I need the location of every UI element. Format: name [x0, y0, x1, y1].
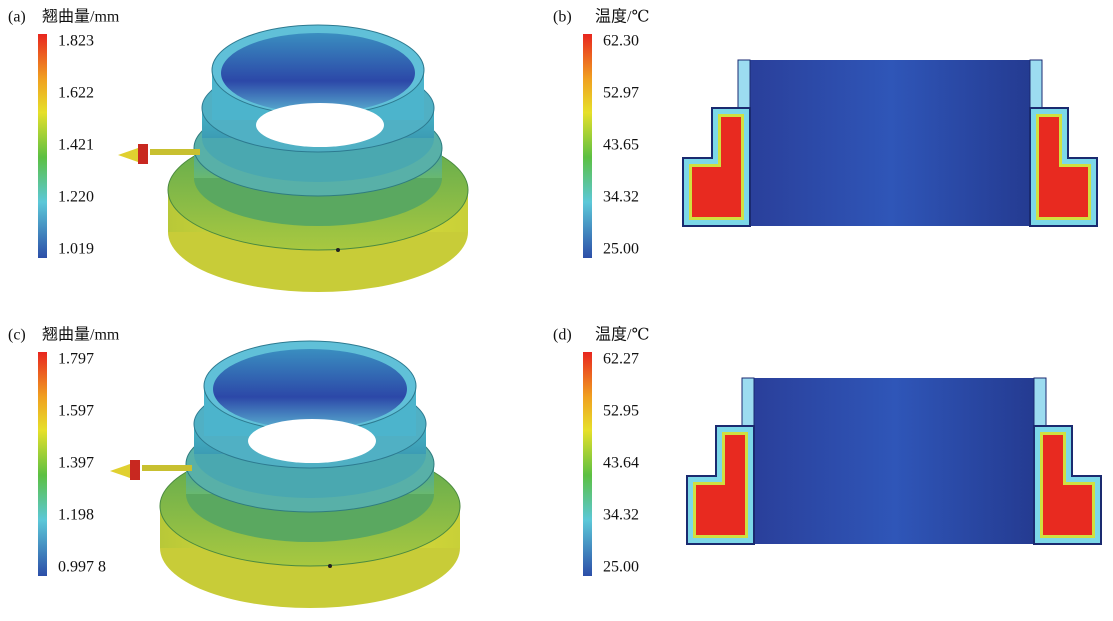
scale-label: 43.64 [603, 455, 639, 472]
warp-model [110, 341, 460, 608]
panel-label: (d) [553, 327, 572, 344]
scale-label: 62.30 [603, 33, 639, 50]
scale-label: 52.97 [603, 85, 639, 102]
color-bar [583, 352, 592, 576]
warp-model [118, 25, 468, 292]
scale-label: 25.00 [603, 241, 639, 258]
panel-label: (a) [8, 9, 26, 26]
panel-title: 翘曲量/mm [42, 326, 120, 344]
panel-title: 温度/℃ [595, 8, 649, 26]
scale-label: 1.421 [58, 137, 94, 154]
scale-label: 1.220 [58, 189, 94, 206]
color-bar [38, 34, 47, 258]
scale-label: 43.65 [603, 137, 639, 154]
scale-label: 34.32 [603, 189, 639, 206]
color-bar [38, 352, 47, 576]
scale-label: 34.32 [603, 507, 639, 524]
panel-label: (b) [553, 9, 572, 26]
panel-title: 翘曲量/mm [42, 8, 120, 26]
panel-title: 温度/℃ [595, 326, 649, 344]
temperature-section [683, 60, 1097, 226]
scale-label: 0.997 8 [58, 559, 106, 576]
scale-label: 1.823 [58, 33, 94, 50]
scale-label: 1.622 [58, 85, 94, 102]
scale-label: 62.27 [603, 351, 639, 368]
scale-label: 1.397 [58, 455, 94, 472]
temperature-section [687, 378, 1101, 544]
scale-label: 1.797 [58, 351, 94, 368]
color-bar [583, 34, 592, 258]
scale-label: 1.597 [58, 403, 94, 420]
scale-label: 1.019 [58, 241, 94, 258]
scale-label: 52.95 [603, 403, 639, 420]
panel-label: (c) [8, 327, 26, 344]
scale-label: 1.198 [58, 507, 94, 524]
page: (a) 翘曲量/mm 1.823 1.622 1.421 1.220 1.019 (b) 温度/… [0, 0, 1113, 621]
figure: (a) 翘曲量/mm 1.823 1.622 1.421 1.220 1.019 (b) 温度/… [0, 0, 1113, 616]
scale-label: 25.00 [603, 559, 639, 576]
